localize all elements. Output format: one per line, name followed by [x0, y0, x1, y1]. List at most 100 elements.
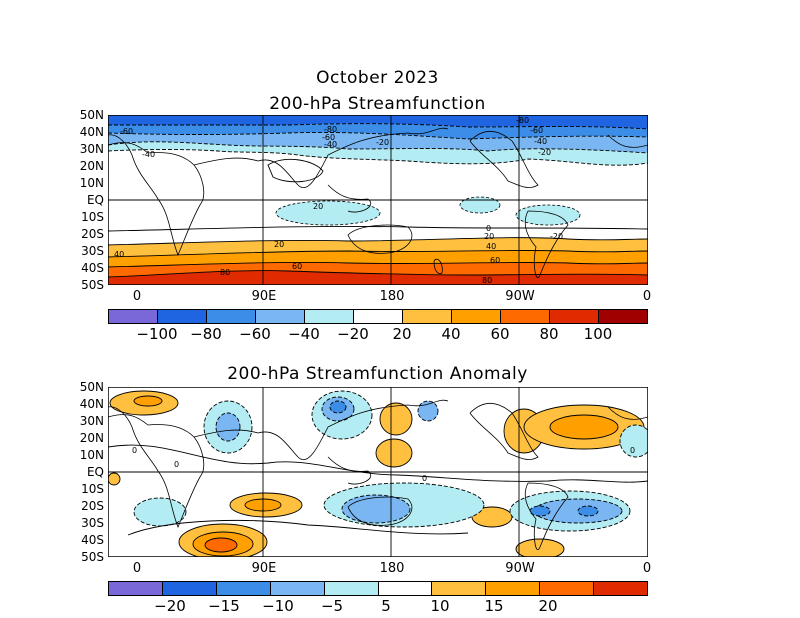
colorbar-swatch: [305, 310, 354, 323]
sf-band-n-20: [108, 141, 648, 166]
lat-label: 10N: [79, 448, 104, 462]
colorbar-label: 80: [539, 325, 559, 343]
contour-label: -20: [550, 232, 563, 241]
lat-label: 40S: [81, 261, 104, 275]
anomaly-negative: [341, 494, 411, 524]
colorbar-swatch: [324, 582, 379, 595]
lat-label: 40S: [81, 533, 104, 547]
colorbar-swatch: [216, 582, 271, 595]
colorbar-swatch: [354, 310, 403, 323]
anomaly-positive: [204, 537, 238, 553]
lon-label: 180: [379, 561, 405, 576]
lat-label: 20S: [81, 499, 104, 513]
sf-continents: [108, 127, 648, 278]
contour-label: -60: [530, 126, 543, 135]
sf-blob-pacific: [459, 196, 501, 214]
colorbar-swatch: [256, 310, 305, 323]
sf-blob-indonesia: [275, 200, 381, 226]
contour-label: -80: [516, 116, 529, 125]
lat-label: 50N: [79, 380, 104, 394]
lon-label: 90W: [505, 289, 535, 304]
colorbar-label: 5: [381, 597, 391, 615]
streamfunction-panel-title: 200-hPa Streamfunction: [269, 94, 486, 114]
colorbar-swatch: [403, 310, 452, 323]
streamfunction-colorbar: [108, 309, 648, 324]
contour-label: -40: [324, 140, 337, 149]
colorbar-label: −60: [239, 325, 271, 343]
colorbar-label: −100: [136, 325, 178, 343]
colorbar-label: −40: [288, 325, 320, 343]
anomaly-positive: [379, 402, 413, 436]
contour-label: 0: [174, 460, 179, 469]
contour-label: 0: [132, 446, 137, 455]
contour-label: 20: [274, 240, 284, 249]
colorbar-swatch: [594, 582, 648, 595]
contour-label: -20: [538, 148, 551, 157]
lon-label: 90E: [251, 289, 277, 304]
map-main-title: October 2023: [316, 68, 439, 88]
lon-label: 90W: [505, 561, 535, 576]
colorbar-swatch: [378, 582, 433, 595]
anomaly-map: 0 0 0 0: [108, 387, 648, 557]
colorbar-label: −15: [208, 597, 240, 615]
colorbar-swatch: [501, 310, 550, 323]
colorbar-swatch: [207, 310, 256, 323]
lon-label: 0: [642, 289, 652, 304]
contour-label: -40: [142, 150, 155, 159]
lat-label: 10S: [81, 210, 104, 224]
contour-label: 60: [490, 256, 500, 265]
lat-label: 20N: [79, 431, 104, 445]
anomaly-negative: [417, 400, 439, 422]
anomaly-negative: [215, 412, 241, 442]
colorbar-label: 10: [430, 597, 450, 615]
lat-label: 10S: [81, 482, 104, 496]
lon-label: 180: [379, 289, 405, 304]
anomaly-positive: [515, 538, 565, 557]
contour-label: -40: [534, 137, 547, 146]
lat-label: 30N: [79, 142, 104, 156]
anomaly-continents: [108, 399, 648, 550]
sf-band-n-80: [108, 115, 648, 129]
sf-blob-samerica: [515, 204, 581, 226]
lat-label: 20S: [81, 227, 104, 241]
lat-label: 30N: [79, 414, 104, 428]
colorbar-swatch: [540, 582, 595, 595]
colorbar-swatch: [158, 310, 207, 323]
contour-label: 0: [422, 474, 427, 483]
contour-label: 0: [630, 446, 635, 455]
anomaly-negative: [619, 424, 648, 458]
colorbar-swatch: [486, 582, 541, 595]
colorbar-label: 100: [583, 325, 613, 343]
colorbar-swatch: [162, 582, 217, 595]
colorbar-label: −20: [154, 597, 186, 615]
colorbar-label: 20: [538, 597, 558, 615]
lat-label: EQ: [86, 193, 104, 207]
colorbar-swatch: [109, 310, 158, 323]
lon-label: 0: [132, 561, 142, 576]
contour-label: -20: [376, 138, 389, 147]
colorbar-label: −10: [262, 597, 294, 615]
lon-label: 0: [642, 561, 652, 576]
colorbar-label: 40: [441, 325, 461, 343]
colorbar-swatch: [599, 310, 647, 323]
contour-label: 40: [114, 250, 124, 259]
colorbar-swatch: [432, 582, 487, 595]
contour-label: 80: [220, 268, 230, 277]
anomaly-negative: [529, 505, 551, 517]
anomaly-positive: [108, 472, 121, 486]
anomaly-negative: [577, 505, 599, 517]
contour-label: 0: [486, 224, 491, 233]
anomaly-negative: [329, 400, 347, 414]
sf-band-n-60: [108, 123, 648, 139]
streamfunction-map: -60 -40 -80 -60 -40 -20 -80 -60 -40 -20 …: [108, 115, 648, 285]
contour-label: 20: [313, 202, 323, 211]
sf-band-s-80: [108, 270, 648, 285]
lat-label: 40N: [79, 397, 104, 411]
contour-label: -60: [120, 127, 133, 136]
lat-label: 20N: [79, 159, 104, 173]
anomaly-negative: [133, 497, 187, 527]
lat-label: 30S: [81, 516, 104, 530]
lon-label: 0: [132, 289, 142, 304]
colorbar-label: −20: [337, 325, 369, 343]
contour-label: -80: [324, 125, 337, 134]
